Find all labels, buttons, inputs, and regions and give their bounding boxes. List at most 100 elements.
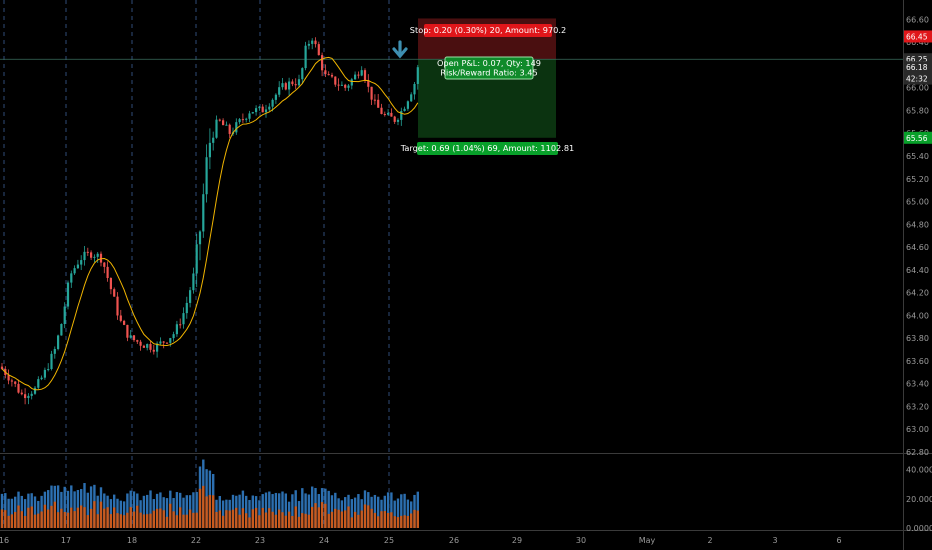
candle-body — [96, 253, 99, 257]
candle-32 — [106, 261, 109, 282]
volume-bar-126 — [416, 491, 419, 528]
volume-tick-0: 40.0000 — [906, 466, 932, 475]
candle-100 — [330, 72, 334, 79]
candle-body — [50, 353, 53, 370]
candle-body — [73, 268, 76, 274]
volume-series — [0, 459, 419, 528]
candle-body — [383, 113, 386, 115]
candle-body — [37, 379, 40, 388]
candle-16 — [53, 346, 56, 359]
candle-body — [152, 349, 155, 352]
candle-84 — [278, 81, 281, 98]
candle-body — [281, 83, 284, 88]
volume-bar-lower-116 — [383, 511, 386, 528]
volume-bar-122 — [403, 493, 406, 528]
volume-bar-lower-29 — [96, 514, 99, 528]
volume-bar-lower-121 — [400, 515, 403, 528]
volume-bar-45 — [149, 490, 152, 528]
price-badge-text: 66.18 — [906, 63, 928, 72]
candle-6 — [20, 389, 23, 396]
candle-3 — [10, 378, 13, 387]
volume-bar-lower-91 — [301, 513, 304, 528]
candle-body — [139, 341, 142, 346]
volume-bar-lower-14 — [47, 509, 50, 528]
volume-bar-lower-42 — [139, 512, 142, 528]
candle-15 — [50, 350, 53, 371]
candle-body — [103, 262, 106, 267]
candle-body — [416, 67, 419, 84]
candle-83 — [274, 93, 277, 104]
stop-label[interactable]: Stop: 0.20 (0.30%) 20, Amount: 970.2 — [410, 24, 566, 37]
volume-bar-14 — [47, 490, 50, 528]
volume-bar-lower-50 — [165, 516, 169, 528]
volume-bar-lower-106 — [350, 517, 353, 528]
volume-bar-lower-35 — [116, 513, 119, 528]
price-tick-6: 65.40 — [906, 152, 929, 161]
candle-body — [0, 366, 4, 369]
price-badge-2: 66.18 — [904, 61, 932, 74]
price-tick-1: 66.40 — [906, 38, 929, 47]
volume-bar-lower-38 — [126, 512, 129, 528]
volume-bar-58 — [192, 492, 195, 528]
volume-bar-lower-113 — [373, 512, 377, 528]
time-tick-2: 18 — [127, 536, 137, 545]
volume-bar-lower-102 — [337, 509, 340, 528]
volume-bar-lower-44 — [146, 514, 149, 528]
candle-body — [43, 369, 46, 378]
volume-bar-lower-30 — [99, 501, 103, 528]
candle-body — [258, 106, 261, 109]
candle-body — [10, 380, 13, 382]
candle-body — [156, 343, 159, 352]
volume-bar-lower-67 — [221, 515, 225, 528]
target-label[interactable]: Target: 0.69 (1.04%) 69, Amount: 1102.81 — [400, 142, 575, 155]
price-tick-4: 65.80 — [906, 106, 929, 115]
candle-body — [406, 101, 409, 109]
time-tick-1: 17 — [61, 536, 71, 545]
volume-bar-lower-41 — [136, 505, 139, 528]
price-badge-text: 42:32 — [906, 75, 928, 84]
candle-114 — [377, 93, 380, 108]
price-tick-16: 63.40 — [906, 380, 929, 389]
candle-body — [367, 80, 370, 87]
volume-bar-lower-16 — [53, 501, 56, 528]
volume-bar-lower-11 — [37, 513, 40, 528]
pnl-label-text-1: Risk/Reward Ratio: 3.45 — [440, 68, 537, 78]
target-label-bg — [417, 142, 558, 155]
candle-112 — [370, 86, 373, 106]
pnl-label-text-0: Open P&L: 0.07, Qty: 149 — [437, 58, 541, 68]
candle-19 — [63, 302, 66, 329]
volume-bar-10 — [33, 496, 37, 528]
candle-53 — [175, 320, 178, 337]
volume-bar-113 — [373, 494, 377, 528]
candle-66 — [218, 118, 221, 122]
volume-bar-lower-5 — [17, 505, 20, 528]
candle-body — [175, 324, 178, 335]
volume-bar-lower-86 — [284, 515, 287, 528]
volume-bar-lower-96 — [317, 507, 320, 528]
price-tick-8: 65.00 — [906, 198, 929, 207]
volume-bar-lower-97 — [320, 502, 324, 528]
volume-bar-lower-104 — [344, 510, 347, 528]
candle-body — [80, 260, 83, 265]
candle-20 — [66, 280, 70, 310]
volume-bar-67 — [221, 500, 225, 528]
candle-body — [271, 99, 274, 107]
time-tick-3: 22 — [191, 536, 201, 545]
candle-5 — [17, 379, 20, 394]
volume-bar-117 — [386, 492, 390, 528]
candle-118 — [390, 108, 393, 117]
volume-bar-100 — [330, 495, 334, 528]
candle-body — [248, 113, 251, 119]
position-overlay[interactable]: Stop: 0.20 (0.30%) 20, Amount: 970.2 Open… — [392, 24, 575, 155]
candle-35 — [116, 292, 119, 320]
volume-bar-lower-110 — [363, 504, 367, 528]
candle-80 — [264, 104, 268, 118]
price-tick-10: 64.60 — [906, 243, 929, 252]
volume-bar-55 — [182, 497, 185, 528]
volume-bar-lower-111 — [367, 505, 370, 528]
candle-98 — [324, 64, 327, 77]
volume-bar-lower-114 — [377, 516, 380, 528]
stop-label-text-0: Stop: 0.20 (0.30%) 20, Amount: 970.2 — [410, 25, 566, 35]
